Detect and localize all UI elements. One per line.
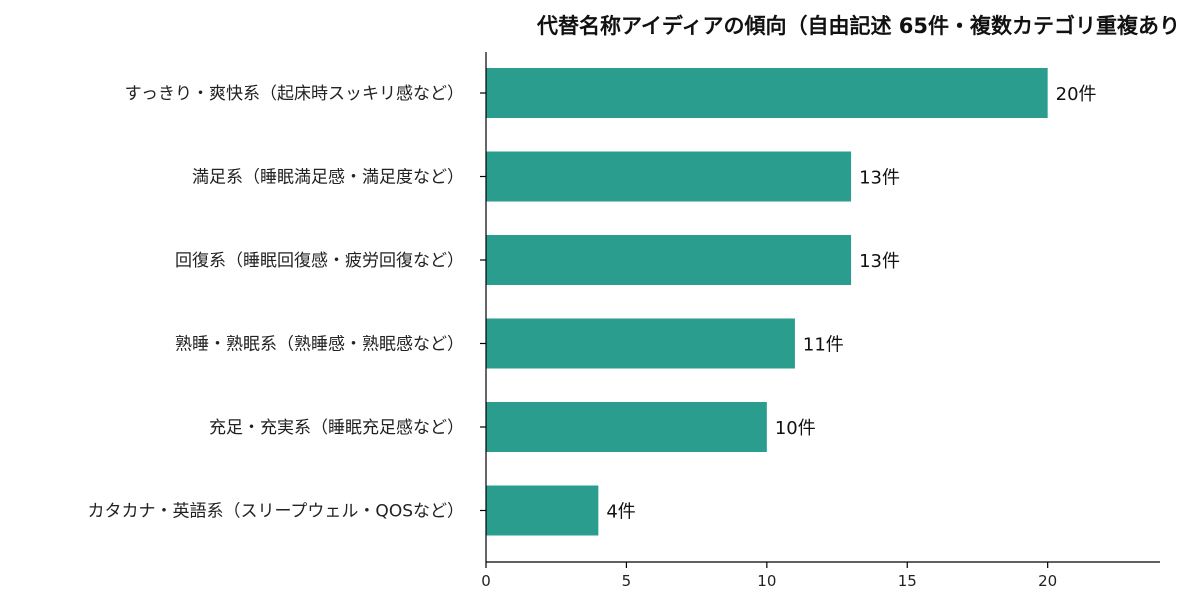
bar	[486, 68, 1048, 118]
x-axis: 0 5 10 15 20	[481, 561, 1160, 590]
bar	[486, 235, 852, 285]
data-labels-group: 20件 13件 13件 11件 10件 4件	[606, 84, 1096, 523]
chart-title: 代替名称アイディアの傾向（自由記述 65件・複数カテゴリ重複あり	[536, 14, 1180, 38]
category-label: カタカナ・英語系（スリープウェル・QOSなど）	[87, 502, 464, 522]
x-tick-label: 15	[898, 572, 917, 590]
data-label: 10件	[775, 418, 816, 439]
category-label: 充足・充実系（睡眠充足感など）	[209, 418, 464, 438]
x-tick-label: 10	[757, 572, 776, 590]
category-label: すっきり・爽快系（起床時スッキリ感など）	[125, 84, 464, 104]
x-tick-label: 0	[481, 572, 491, 590]
bar	[486, 485, 599, 536]
data-label: 20件	[1056, 84, 1097, 105]
data-label: 13件	[859, 168, 900, 189]
x-tick-label: 5	[622, 572, 632, 590]
category-labels-group: すっきり・爽快系（起床時スッキリ感など） 満足系（睡眠満足感・満足度など） 回復系（…	[87, 84, 464, 522]
data-label: 11件	[803, 335, 844, 356]
x-tick-label: 20	[1038, 572, 1057, 590]
data-label: 4件	[606, 502, 635, 523]
bars-group	[486, 68, 1048, 536]
bar	[486, 151, 852, 202]
bar	[486, 402, 767, 452]
category-label: 満足系（睡眠満足感・満足度など）	[192, 168, 464, 188]
category-label: 回復系（睡眠回復感・疲労回復など）	[175, 251, 464, 271]
bar	[486, 318, 795, 369]
category-label: 熟睡・熟眠系（熟睡感・熟眠感など）	[175, 334, 464, 355]
y-axis	[480, 52, 487, 562]
data-label: 13件	[859, 251, 900, 272]
